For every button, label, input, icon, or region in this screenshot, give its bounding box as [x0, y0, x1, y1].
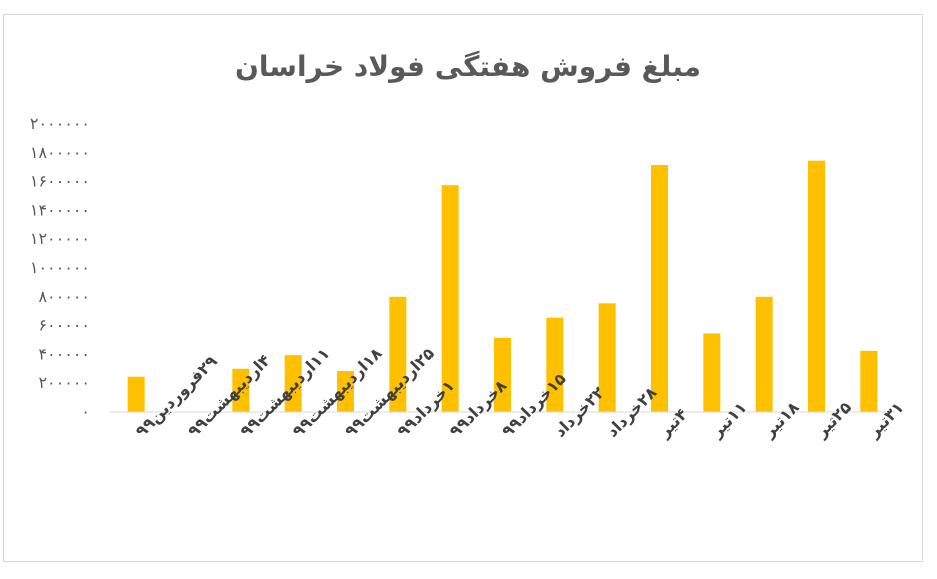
bar — [441, 185, 459, 412]
bar — [284, 355, 302, 412]
bar — [337, 370, 354, 412]
chart-title: مبلغ فروش هفتگی فولاد خراسان — [235, 50, 701, 83]
chart-frame — [3, 14, 923, 562]
bar — [651, 165, 668, 412]
bar — [389, 296, 407, 412]
y-tick-label: ۱۶۰۰۰۰۰ — [30, 172, 90, 191]
y-tick-label: ۶۰۰۰۰۰ — [38, 316, 90, 335]
y-tick-label: ۱۲۰۰۰۰۰ — [30, 229, 90, 248]
y-tick-label: ۱۸۰۰۰۰۰ — [30, 143, 90, 162]
bar — [494, 337, 511, 412]
bar — [598, 303, 616, 412]
bars — [127, 160, 878, 412]
bar — [546, 317, 564, 412]
y-tick-label: ۴۰۰۰۰۰ — [38, 344, 90, 363]
y-tick-label: ۱۴۰۰۰۰۰ — [30, 200, 90, 219]
y-axis-ticks: ۰ ۲۰۰۰۰۰ ۴۰۰۰۰۰ ۶۰۰۰۰۰ ۸۰۰۰۰۰ ۱۰۰۰۰۰۰ ۱۲۰۰۰۰۰ ۱… — [30, 114, 90, 421]
x-tick-label: ۱۸اردیبهشت۹۹ — [289, 344, 386, 441]
bar — [703, 333, 721, 412]
bar — [808, 160, 825, 412]
bar — [860, 350, 878, 412]
bar — [127, 376, 145, 412]
y-tick-label: ۲۰۰۰۰۰ — [38, 373, 90, 392]
bar — [755, 296, 773, 412]
y-tick-label: ۱۰۰۰۰۰۰ — [30, 258, 90, 277]
y-tick-label: ۲۰۰۰۰۰۰ — [30, 114, 90, 133]
y-tick-label: ۰ — [81, 402, 90, 421]
y-tick-label: ۸۰۰۰۰۰ — [38, 287, 90, 306]
bar — [232, 368, 250, 412]
